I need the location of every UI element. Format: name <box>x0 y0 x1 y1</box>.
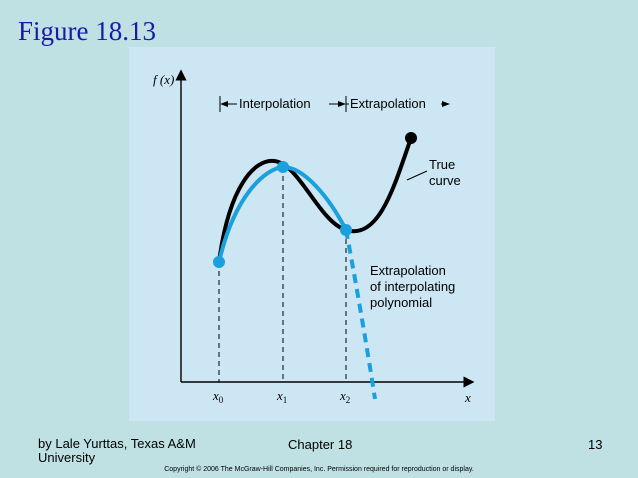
true-curve-endpoint <box>405 132 417 144</box>
y-axis-label: f (x) <box>153 72 174 87</box>
footer-chapter: Chapter 18 <box>288 437 353 452</box>
true-curve-label-line2: curve <box>429 173 461 188</box>
slide-title: Figure 18.13 <box>18 16 156 46</box>
data-point-x0 <box>213 256 225 268</box>
interpolation-extrapolation-diagram: f (x) x Interpolation Extrapolation x0 x… <box>153 69 475 405</box>
footer-page-number: 13 <box>588 437 603 452</box>
interpolation-label: Interpolation <box>239 96 311 111</box>
footer-copyright: Copyright © 2006 The McGraw-Hill Compani… <box>164 466 474 473</box>
extrapolation-label: Extrapolation <box>350 96 426 111</box>
x-axis-label: x <box>464 390 471 405</box>
footer-author: by Lale Yurttas, Texas A&M University <box>38 436 196 465</box>
interp-arrow-right <box>338 101 346 107</box>
polynomial-extrapolation <box>344 229 377 400</box>
extrapolation-note-line2: of interpolating <box>370 279 455 294</box>
x0-label: x0 <box>212 388 224 405</box>
x1-label: x1 <box>276 388 287 405</box>
extrap-arrow-right <box>442 101 450 107</box>
true-curve <box>217 137 413 263</box>
true-curve-label-line1: True <box>429 157 455 172</box>
figure-panel: f (x) x Interpolation Extrapolation x0 x… <box>129 47 495 421</box>
data-point-x2 <box>340 224 352 236</box>
x2-label: x2 <box>339 388 350 405</box>
extrapolation-note-line3: polynomial <box>370 295 432 310</box>
data-point-x1 <box>277 161 289 173</box>
extrapolation-note-line1: Extrapolation <box>370 263 446 278</box>
interp-arrow-left <box>220 101 228 107</box>
true-curve-pointer <box>406 170 428 181</box>
